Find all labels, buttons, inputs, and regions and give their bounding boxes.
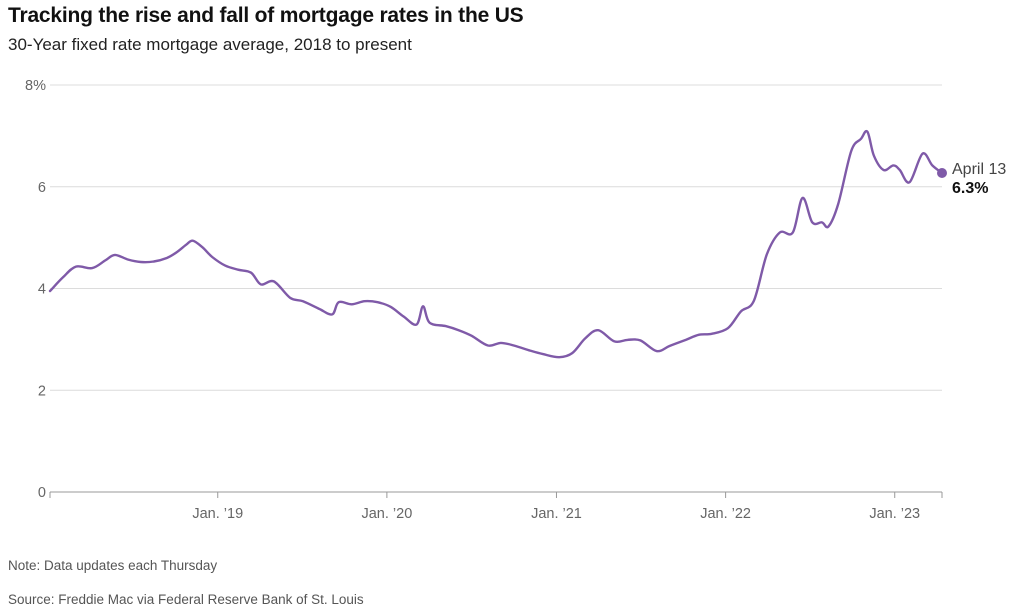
- y-tick-label: 6: [38, 180, 46, 196]
- chart-subtitle: 30-Year fixed rate mortgage average, 201…: [8, 35, 412, 54]
- end-annotation: April 13 6.3%: [937, 161, 1006, 197]
- x-tick-label: Jan. ’20: [361, 506, 412, 522]
- x-axis: Jan. ’19 Jan. ’20 Jan. ’21 Jan. ’22 Jan. ’23: [49, 491, 943, 522]
- y-tick-label: 8%: [25, 78, 46, 94]
- y-tick-label: 2: [38, 383, 46, 399]
- series-line-mortgage-rate: [48, 129, 944, 359]
- x-tick-label: Jan. ’23: [869, 506, 920, 522]
- y-tick-label: 4: [38, 282, 46, 298]
- grid-lines: [50, 84, 942, 391]
- annotation-date-label: April 13: [952, 161, 1006, 178]
- footnote-source: Source: Freddie Mac via Federal Reserve …: [8, 592, 364, 607]
- x-tick-label: Jan. ’22: [700, 506, 751, 522]
- x-tick-label: Jan. ’21: [531, 506, 582, 522]
- footnote-note: Note: Data updates each Thursday: [8, 558, 218, 573]
- y-tick-label: 0: [38, 485, 46, 501]
- latest-point-marker: [937, 168, 947, 179]
- chart-title: Tracking the rise and fall of mortgage r…: [8, 4, 524, 27]
- y-axis: 8% 6 4 2 0: [25, 78, 46, 501]
- x-tick-label: Jan. ’19: [192, 506, 243, 522]
- series-layer: [48, 129, 944, 359]
- annotation-value-label: 6.3%: [952, 180, 988, 197]
